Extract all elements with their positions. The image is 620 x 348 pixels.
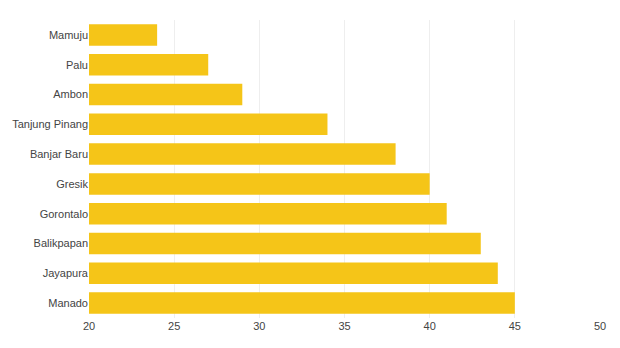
svg-text:Mamuju: Mamuju: [49, 29, 88, 41]
svg-text:Gorontalo: Gorontalo: [40, 208, 88, 220]
svg-text:25: 25: [168, 320, 180, 332]
svg-text:Manado: Manado: [48, 297, 88, 309]
svg-text:50: 50: [594, 320, 606, 332]
svg-text:Jayapura: Jayapura: [43, 267, 89, 279]
svg-text:Tanjung Pinang: Tanjung Pinang: [12, 118, 88, 130]
svg-text:Balikpapan: Balikpapan: [34, 237, 88, 249]
svg-text:Gresik: Gresik: [56, 178, 88, 190]
svg-text:40: 40: [424, 320, 436, 332]
svg-text:20: 20: [83, 320, 95, 332]
svg-text:Banjar Baru: Banjar Baru: [30, 148, 88, 160]
svg-text:Palu: Palu: [66, 59, 88, 71]
svg-text:Ambon: Ambon: [53, 88, 88, 100]
svg-text:35: 35: [338, 320, 350, 332]
svg-text:30: 30: [253, 320, 265, 332]
svg-text:45: 45: [509, 320, 521, 332]
